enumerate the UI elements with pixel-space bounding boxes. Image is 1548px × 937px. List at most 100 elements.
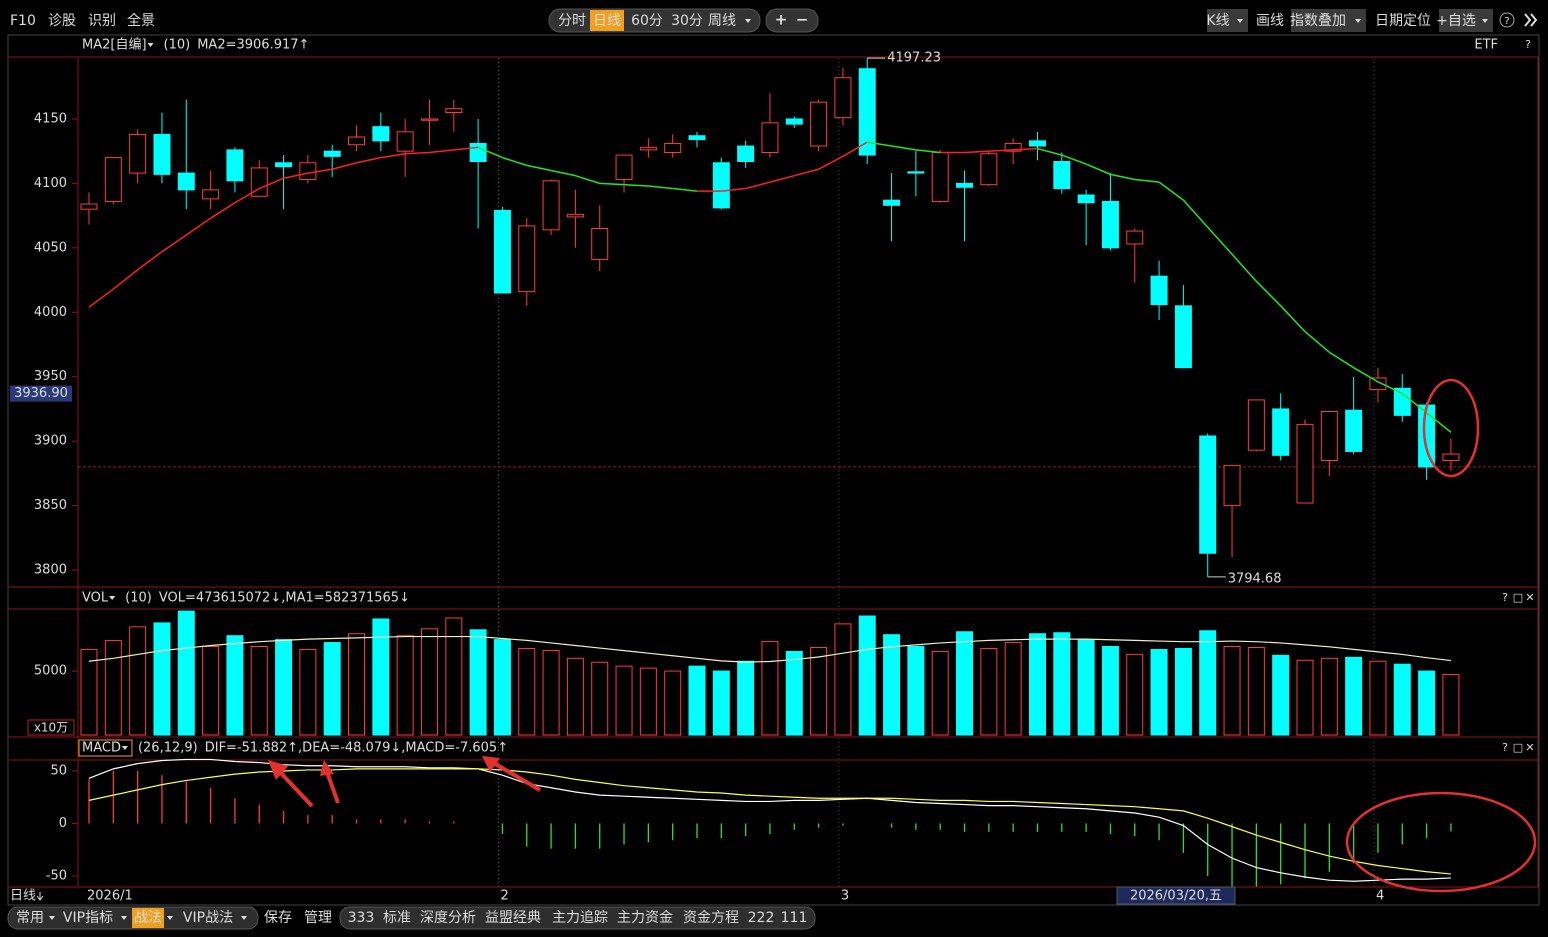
bottom-button[interactable]: 标准 (383, 910, 411, 926)
volume-bar (834, 623, 852, 736)
candle-body (518, 225, 536, 293)
toolbar-button[interactable]: 识别 (88, 13, 116, 29)
ma-segment (1134, 178, 1160, 183)
zoom-button[interactable]: + (775, 11, 788, 29)
period-button[interactable]: 30分 (671, 13, 703, 29)
pane-icon[interactable]: □ (1513, 741, 1523, 754)
candle-body (396, 131, 414, 152)
y-tick-label: 3900 (34, 434, 67, 449)
toolbar-button[interactable]: 日期定位 (1375, 13, 1431, 29)
bottom-button[interactable]: 主力资金 (617, 910, 673, 926)
bottom-button[interactable]: 管理 (304, 910, 332, 926)
candle-body (372, 126, 390, 142)
crosshair-date: 2026/03/20,五 (1130, 889, 1222, 904)
help-icon[interactable]: ? (1525, 38, 1531, 51)
period-button[interactable]: 日线 (593, 13, 621, 29)
ma-segment (1158, 181, 1184, 201)
volume-bar (1077, 639, 1095, 736)
bottom-button[interactable]: 保存 (264, 910, 292, 926)
candle-body (469, 142, 487, 162)
period-button[interactable]: 周线 (708, 13, 736, 29)
volume-bar (299, 648, 317, 736)
bottom-button[interactable]: 主力追踪 (552, 910, 608, 926)
volume-bar (1272, 654, 1290, 736)
bottom-button[interactable]: 资金方程 (683, 910, 739, 926)
period-button[interactable]: 分时 (558, 13, 586, 29)
annotation-arrowheads (268, 756, 500, 780)
toolbar-button[interactable]: 全景 (127, 12, 155, 29)
legend-text: ↑ (299, 38, 310, 53)
bottom-button[interactable]: VIP战法 (183, 910, 233, 926)
pane-icon[interactable]: □ (1513, 591, 1523, 604)
legend-text: ↓ (390, 741, 401, 756)
collapse-button[interactable] (1524, 13, 1538, 27)
ma-segment (721, 187, 746, 192)
volume-bar (810, 646, 828, 736)
volume-bar (883, 634, 901, 736)
candle-body (785, 118, 803, 125)
volume-bar (737, 660, 755, 736)
volume-bar (1223, 645, 1241, 736)
ma-segment (867, 141, 892, 147)
bottom-button[interactable]: 深度分析 (420, 910, 476, 926)
toolbar-button[interactable]: 指数叠加 (1290, 13, 1346, 29)
ma-segment (648, 185, 673, 190)
ma-segment (1061, 154, 1087, 165)
x-tick-label: 4 (1376, 889, 1384, 904)
help-button[interactable] (1499, 12, 1515, 28)
legend-text: ,MACD=-7.605 (401, 741, 497, 756)
volume-bar (931, 650, 949, 736)
volume-bar (615, 665, 633, 736)
bottom-button[interactable]: 222 (748, 910, 775, 926)
legend-text: ↓ (399, 591, 410, 606)
bottom-button[interactable]: 常用 (16, 910, 44, 926)
volume-bar (1174, 647, 1192, 736)
ma-segment (1328, 351, 1355, 369)
pane-icon[interactable]: ✕ (1525, 741, 1534, 754)
candle-body (299, 162, 317, 181)
candle-body (445, 108, 463, 114)
bottom-button[interactable]: VIP指标 (63, 910, 113, 926)
ma-segment (624, 183, 649, 187)
candle-body (250, 167, 268, 197)
crosshair-value: 3936.90 (14, 386, 68, 401)
ma-segment (88, 288, 114, 308)
toolbar-button[interactable]: F10 (10, 13, 36, 29)
unit-box (27, 719, 75, 736)
toolbar-button[interactable]: 画线 (1256, 13, 1284, 29)
ma-segment (818, 155, 844, 170)
volume-bar (1101, 645, 1119, 736)
candle-body (566, 213, 584, 218)
toolbar-button[interactable]: K线 (1206, 13, 1229, 29)
ma-segment (161, 234, 187, 253)
ma-segment (1207, 226, 1233, 255)
ma-segment (745, 181, 771, 190)
pane-icon[interactable]: ? (1502, 741, 1508, 754)
dropdown-arrow (1355, 19, 1361, 23)
y-tick-label: 4050 (34, 240, 67, 255)
bottom-button[interactable]: 333 (348, 910, 375, 926)
bottom-button[interactable]: 111 (781, 910, 808, 926)
toolbar-button[interactable]: +自选 (1436, 13, 1476, 29)
pane-icon[interactable]: ? (1502, 591, 1508, 604)
candle-body (493, 209, 511, 294)
candle-body (883, 199, 901, 206)
ma-segment (332, 162, 357, 170)
y-tick-label: 4000 (34, 305, 67, 320)
bottom-button[interactable]: 益盟经典 (485, 910, 541, 926)
help-button-label: ? (1504, 16, 1509, 27)
toolbar-button[interactable]: 诊股 (48, 13, 76, 29)
candle-body (1223, 465, 1241, 507)
volume-bar (469, 629, 487, 736)
volume-bar (566, 657, 584, 736)
period-button[interactable]: 60分 (631, 13, 663, 29)
bottom-button[interactable]: 战法 (134, 910, 162, 926)
ma-segment (769, 174, 795, 183)
candle-body (1418, 404, 1436, 468)
candle-body (1077, 194, 1095, 204)
zoom-button[interactable]: − (796, 11, 809, 29)
pane-icon[interactable]: ✕ (1525, 591, 1534, 604)
volume-bar (591, 661, 609, 736)
legend-text: MA2[自编] (82, 38, 147, 53)
volume-bar (785, 650, 803, 736)
